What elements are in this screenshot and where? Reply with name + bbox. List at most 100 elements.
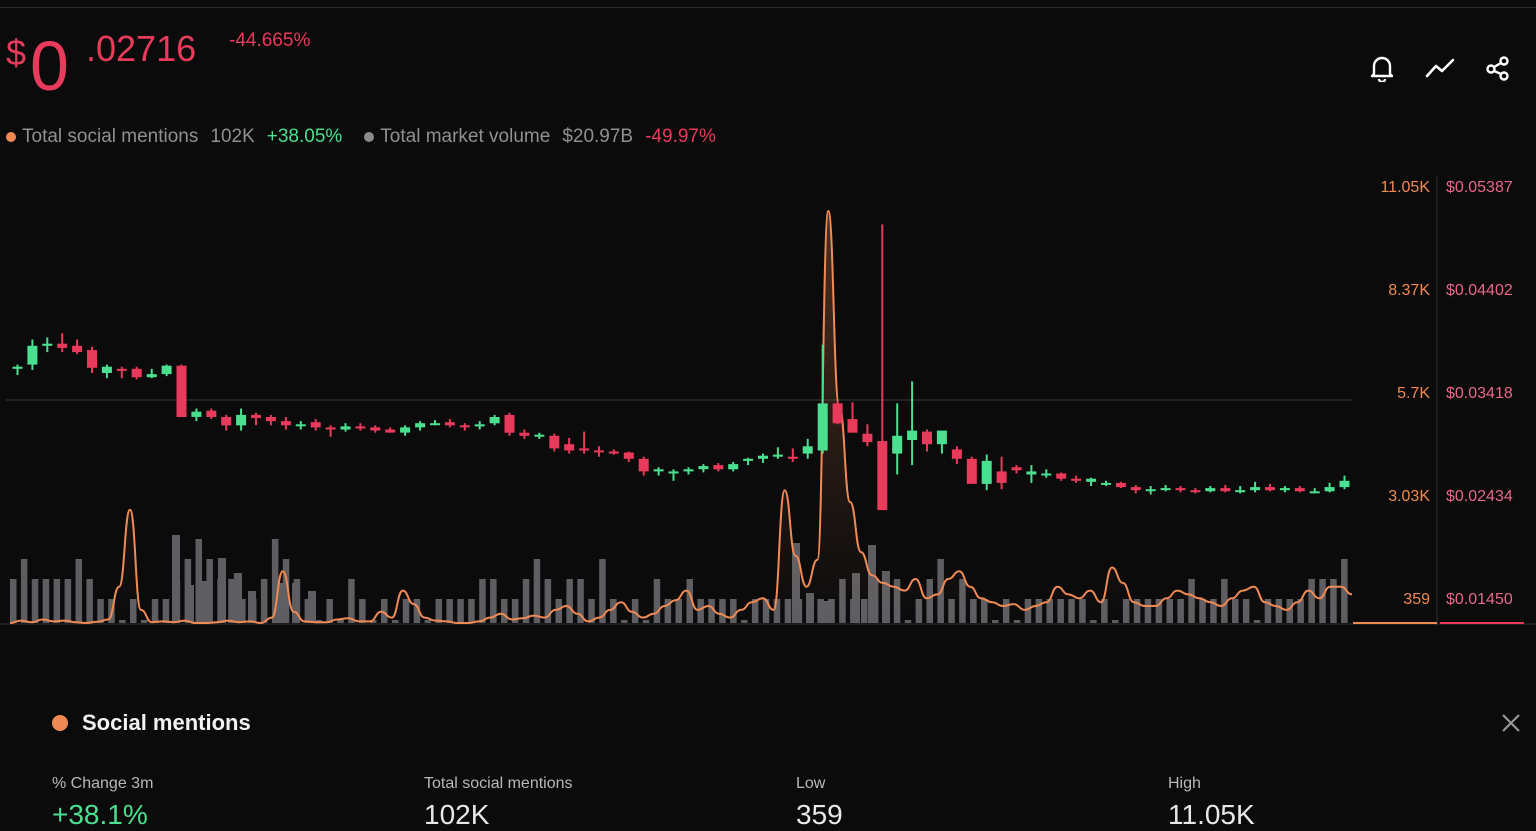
candle[interactable] xyxy=(1190,488,1201,494)
candle[interactable] xyxy=(1011,465,1022,474)
candle[interactable] xyxy=(370,425,381,433)
candle[interactable] xyxy=(653,467,664,476)
candle[interactable] xyxy=(221,414,232,431)
candle[interactable] xyxy=(161,364,172,377)
candle[interactable] xyxy=(802,438,813,459)
candle[interactable] xyxy=(1071,475,1082,483)
candle[interactable] xyxy=(683,467,694,475)
candle[interactable] xyxy=(713,463,724,472)
candle[interactable] xyxy=(877,224,888,511)
candle[interactable] xyxy=(1250,481,1261,493)
candle[interactable] xyxy=(1339,475,1350,490)
price-chart[interactable]: 11.05K 8.37K 5.7K 3.03K 359 $0.05387 $0.04402 $… xyxy=(0,170,1536,640)
candle-body xyxy=(72,345,83,353)
candle[interactable] xyxy=(1056,472,1067,481)
candle[interactable] xyxy=(519,429,530,439)
candle[interactable] xyxy=(206,408,217,420)
candle[interactable] xyxy=(892,403,903,475)
candle[interactable] xyxy=(340,423,351,432)
candle[interactable] xyxy=(474,421,485,430)
candle[interactable] xyxy=(862,424,873,447)
candle-body xyxy=(817,403,828,451)
candle[interactable] xyxy=(787,448,798,462)
candle[interactable] xyxy=(146,368,157,379)
candle[interactable] xyxy=(1130,485,1141,494)
candle[interactable] xyxy=(1175,486,1186,493)
candle[interactable] xyxy=(638,456,649,476)
candle[interactable] xyxy=(966,456,977,484)
candle[interactable] xyxy=(1086,477,1097,486)
candle[interactable] xyxy=(415,421,426,431)
candle[interactable] xyxy=(400,425,411,436)
candle[interactable] xyxy=(1220,485,1231,493)
candle[interactable] xyxy=(564,437,575,454)
candle[interactable] xyxy=(1041,469,1052,478)
candle[interactable] xyxy=(444,419,455,428)
candle[interactable] xyxy=(131,366,142,380)
candle[interactable] xyxy=(430,420,440,426)
candle[interactable] xyxy=(608,449,619,455)
candle[interactable] xyxy=(1279,486,1290,493)
chart-toggle-button[interactable] xyxy=(1422,52,1458,84)
candle[interactable] xyxy=(1115,481,1126,489)
candle[interactable] xyxy=(1160,485,1171,492)
candle[interactable] xyxy=(623,451,634,463)
candle[interactable] xyxy=(325,425,336,437)
share-button[interactable] xyxy=(1480,52,1516,84)
candle-body xyxy=(236,414,247,426)
candle[interactable] xyxy=(1026,465,1037,483)
candle[interactable] xyxy=(101,364,112,379)
alert-button[interactable] xyxy=(1364,52,1400,84)
candle[interactable] xyxy=(981,454,992,491)
candle[interactable] xyxy=(549,433,560,452)
candle[interactable] xyxy=(489,414,500,426)
candle[interactable] xyxy=(996,456,1007,490)
candle[interactable] xyxy=(251,412,261,426)
candle[interactable] xyxy=(12,364,23,376)
candle[interactable] xyxy=(72,339,83,355)
candle[interactable] xyxy=(951,446,962,465)
candle[interactable] xyxy=(280,417,291,430)
candle[interactable] xyxy=(1101,480,1111,486)
candle[interactable] xyxy=(832,401,843,425)
candle[interactable] xyxy=(936,430,947,454)
candle[interactable] xyxy=(743,457,754,466)
candle[interactable] xyxy=(1309,488,1320,494)
candle[interactable] xyxy=(385,427,396,433)
candle[interactable] xyxy=(1145,486,1156,495)
candle[interactable] xyxy=(907,381,918,466)
close-icon[interactable] xyxy=(1500,712,1522,734)
volume-bar xyxy=(75,559,82,623)
candle[interactable] xyxy=(668,469,679,481)
candle[interactable] xyxy=(265,414,276,426)
candle[interactable] xyxy=(459,423,470,431)
candle[interactable] xyxy=(1265,483,1275,492)
candle[interactable] xyxy=(698,464,709,473)
candle[interactable] xyxy=(1294,486,1305,493)
candle[interactable] xyxy=(191,408,202,422)
candle[interactable] xyxy=(57,333,68,353)
candle[interactable] xyxy=(922,429,932,452)
candle[interactable] xyxy=(355,423,366,431)
candle[interactable] xyxy=(295,421,306,430)
candle[interactable] xyxy=(1324,482,1335,493)
candle[interactable] xyxy=(27,339,38,370)
candle[interactable] xyxy=(42,337,53,353)
candle[interactable] xyxy=(1235,486,1246,494)
candle[interactable] xyxy=(176,364,187,417)
candle[interactable] xyxy=(847,402,858,433)
candle[interactable] xyxy=(579,431,590,454)
candle[interactable] xyxy=(310,419,321,431)
candle[interactable] xyxy=(817,344,828,454)
candle[interactable] xyxy=(116,366,127,379)
candle[interactable] xyxy=(504,412,515,436)
candle[interactable] xyxy=(758,453,768,463)
header-actions xyxy=(1364,52,1516,84)
candle[interactable] xyxy=(236,408,247,431)
candle[interactable] xyxy=(594,446,604,457)
candle[interactable] xyxy=(772,447,783,459)
candle[interactable] xyxy=(1205,486,1216,493)
candle[interactable] xyxy=(534,432,545,439)
candle[interactable] xyxy=(87,346,97,373)
candle[interactable] xyxy=(728,462,739,472)
